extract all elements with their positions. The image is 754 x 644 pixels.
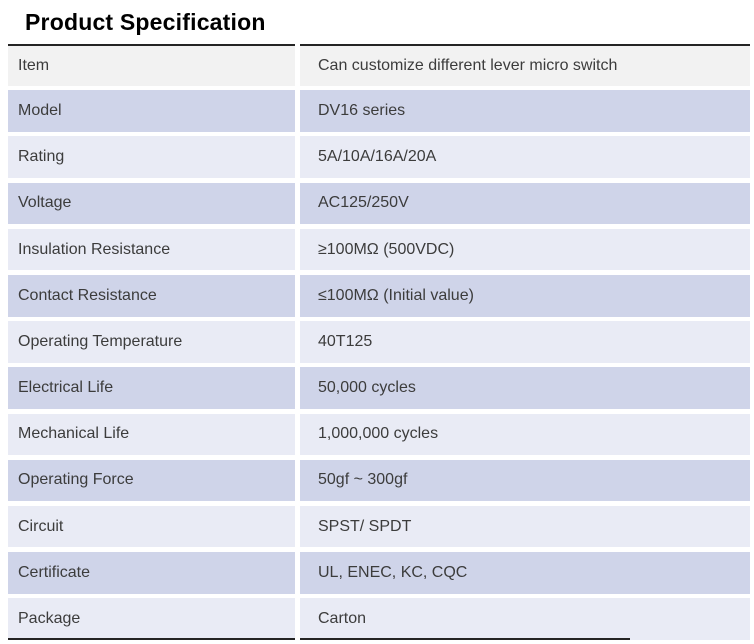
spec-label-cell: Contact Resistance <box>8 274 295 317</box>
spec-value-cell: ≤100MΩ (Initial value) <box>300 274 750 317</box>
spec-value-cell: DV16 series <box>300 90 750 132</box>
spec-label-cell: Model <box>8 90 295 132</box>
spec-label-cell: Voltage <box>8 182 295 225</box>
spec-label-cell: Operating Temperature <box>8 321 295 363</box>
spec-label-cell: Electrical Life <box>8 367 295 409</box>
spec-value-cell: 50,000 cycles <box>300 367 750 409</box>
spec-value-cell: 50gf ~ 300gf <box>300 459 750 502</box>
spec-value-cell: 5A/10A/16A/20A <box>300 136 750 178</box>
spec-label-cell: Package <box>8 598 295 640</box>
spec-value-cell: AC125/250V <box>300 182 750 225</box>
spec-label-cell: Insulation Resistance <box>8 228 295 271</box>
spec-value-cell: Can customize different lever micro swit… <box>300 44 750 86</box>
page-title: Product Specification <box>25 9 266 35</box>
spec-value-cell: Carton <box>300 598 750 640</box>
spec-value-cell: 1,000,000 cycles <box>300 413 750 456</box>
spec-label-cell: Operating Force <box>8 459 295 502</box>
spec-value-cell: SPST/ SPDT <box>300 505 750 548</box>
spec-label-cell: Item <box>8 44 295 86</box>
spec-label-cell: Certificate <box>8 552 295 594</box>
product-spec-table: Item Can customize different lever micro… <box>8 44 750 640</box>
spec-value-cell: UL, ENEC, KC, CQC <box>300 552 750 594</box>
spec-label-cell: Mechanical Life <box>8 413 295 456</box>
spec-label-cell: Rating <box>8 136 295 178</box>
spec-label-cell: Circuit <box>8 505 295 548</box>
spec-value-cell: ≥100MΩ (500VDC) <box>300 228 750 271</box>
spec-value-cell: 40T125 <box>300 321 750 363</box>
